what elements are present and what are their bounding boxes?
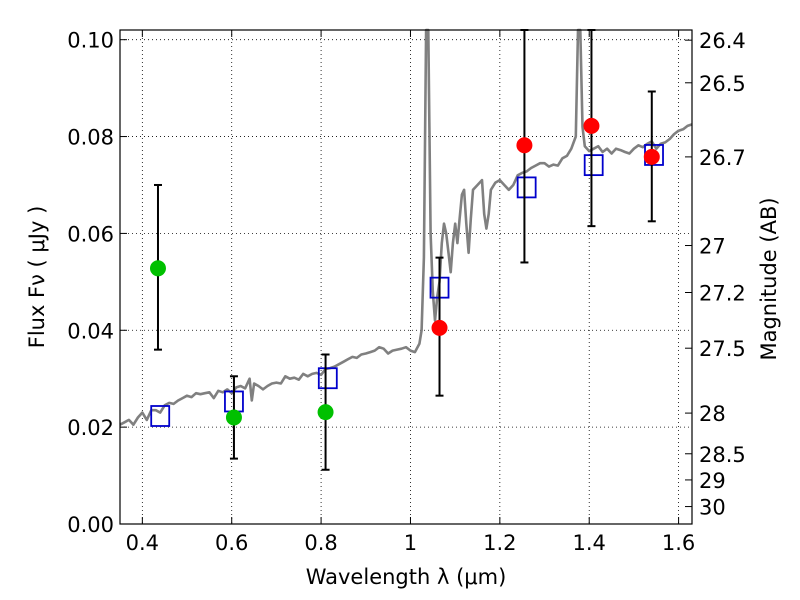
right-y-tick-label: 28.5 [699, 443, 746, 467]
y-axis-label: Flux Fν ( μJy ) [25, 206, 49, 349]
right-y-tick-label: 26.5 [699, 72, 746, 96]
x-tick-label: 1.2 [483, 531, 516, 555]
observed-flux-point [225, 409, 242, 426]
x-tick-label: 1.6 [662, 531, 695, 555]
observed-flux-point [431, 319, 448, 336]
y-tick-label: 0.00 [67, 513, 114, 537]
x-tick-label: 0.6 [215, 531, 248, 555]
observed-flux-point [317, 404, 334, 421]
plot-frame [119, 29, 693, 525]
model-square-point [317, 367, 338, 390]
x-tick-label: 1.4 [573, 531, 606, 555]
right-y-tick-label: 27 [699, 235, 726, 259]
model-square-point [583, 154, 604, 177]
y-tick-label: 0.02 [67, 416, 114, 440]
x-axis-label: Wavelength λ (μm) [306, 565, 507, 589]
spectrum-line [119, 28, 693, 426]
right-y-tick-label: 30 [699, 496, 726, 520]
observed-flux-point [643, 148, 660, 165]
right-y-tick-label: 28 [699, 402, 726, 426]
model-square-point [516, 176, 537, 199]
grid-lines [120, 30, 692, 524]
right-y-axis-label: Magnitude (AB) [757, 197, 781, 360]
y-tick-label: 0.04 [67, 319, 114, 343]
x-tick-label: 0.8 [304, 531, 337, 555]
right-y-tick-label: 29 [699, 469, 726, 493]
right-y-tick-label: 26.7 [699, 146, 746, 170]
axis-ticks: 0.4 0.6 0.8 1 1.2 1.4 1.6 0.00 0.02 0.04 0.06 0.08 0… [67, 29, 746, 555]
observed-flux-point [583, 117, 600, 134]
plot-content [119, 28, 693, 471]
x-tick-label: 0.4 [126, 531, 159, 555]
y-tick-label: 0.08 [67, 126, 114, 150]
y-tick-label: 0.10 [67, 29, 114, 53]
x-tick-label: 1 [404, 531, 417, 555]
right-y-tick-label: 27.5 [699, 337, 746, 361]
observed-flux-point [516, 137, 533, 154]
right-y-tick-label: 27.2 [699, 281, 746, 305]
observed-flux-point [149, 260, 166, 277]
model-square-point [150, 405, 171, 427]
right-y-tick-label: 26.4 [699, 29, 746, 53]
y-tick-label: 0.06 [67, 222, 114, 246]
